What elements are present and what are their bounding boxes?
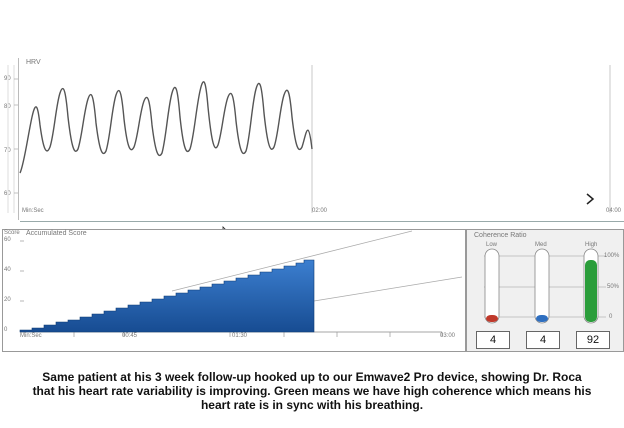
hrv-trace [19, 81, 313, 174]
coherence-tube-low [484, 248, 500, 324]
score-title: Accumulated Score [26, 230, 87, 237]
score-area [19, 259, 315, 333]
coherence-scale-label: 50% [607, 284, 620, 290]
accumulated-score-chart [19, 230, 463, 337]
score-y-axis-label: Score [4, 230, 20, 236]
hrv-title: HRV [26, 59, 41, 66]
hrv-x-tick: 04:00 [606, 208, 622, 214]
coherence-title: Coherence Ratio [474, 232, 527, 239]
hrv-x-tick: 02:00 [312, 208, 328, 214]
coherence-label-med: Med [535, 242, 547, 248]
score-y-tick: 20 [4, 297, 11, 303]
hrv-panel [18, 58, 624, 220]
hrv-y-tick: 80 [4, 104, 11, 110]
hrv-y-tick: 90 [4, 76, 11, 82]
hrv-divider [20, 221, 624, 222]
hrv-waveform-chart [7, 65, 611, 213]
coherence-value-high: 92 [576, 331, 610, 349]
score-y-tick: 0 [4, 327, 8, 333]
score-y-tick: 40 [4, 267, 11, 273]
hrv-x-axis-label: Min:Sec [22, 208, 44, 214]
caption-text: Same patient at his 3 week follow-up hoo… [32, 370, 592, 412]
score-x-axis-label: Min:Sec [20, 333, 42, 339]
coherence-label-low: Low [486, 242, 498, 248]
coherence-label-high: High [585, 242, 598, 248]
chevron-right-icon[interactable] [585, 193, 595, 205]
score-x-tick: 00:45 [122, 333, 138, 339]
hrv-y-tick: 60 [4, 191, 11, 197]
score-x-tick: 01:30 [232, 333, 248, 339]
coherence-value-low: 4 [476, 331, 510, 349]
score-x-tick: 03:00 [440, 333, 456, 339]
coherence-gauges [484, 248, 606, 324]
coherence-value-med: 4 [526, 331, 560, 349]
coherence-tube-med [534, 248, 550, 324]
score-y-tick: 60 [4, 237, 11, 243]
coherence-scale-label: 0 [609, 314, 613, 320]
hrv-y-tick: 70 [4, 148, 11, 154]
coherence-scale-label: 100% [604, 253, 620, 259]
